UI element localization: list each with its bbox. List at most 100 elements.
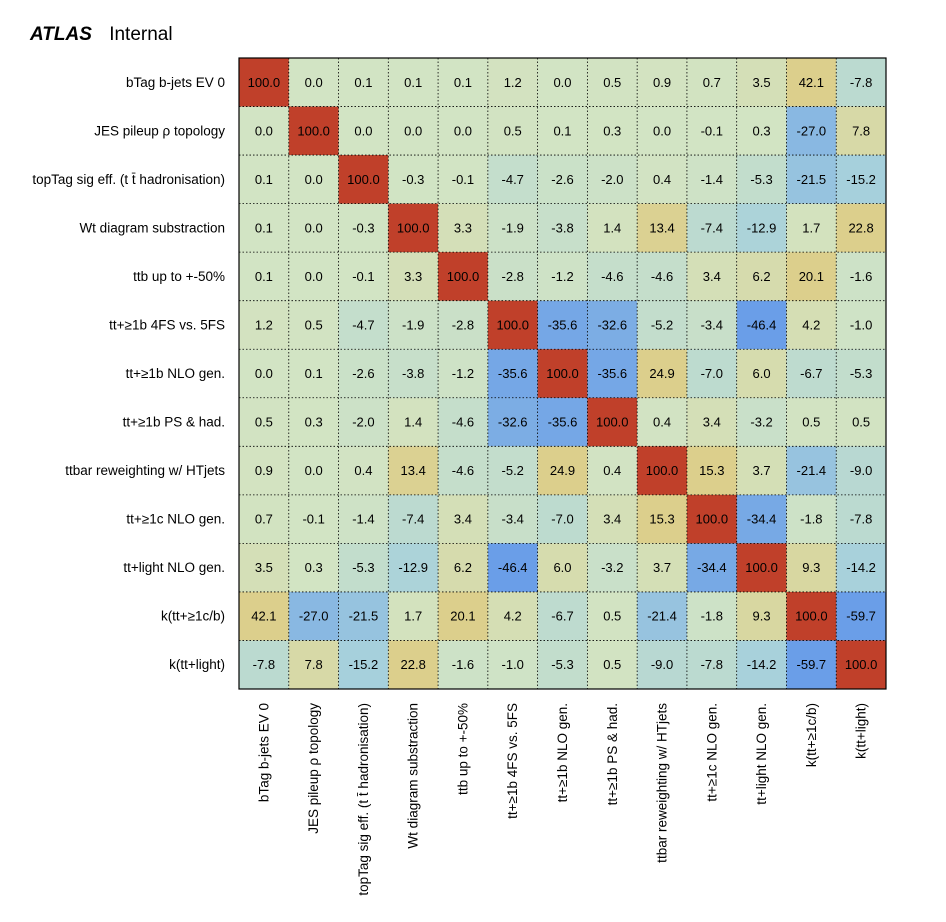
cell-value-label: -15.2 [846,172,876,187]
heatmap-cell [288,58,340,108]
heatmap-cell [338,494,389,544]
heatmap-cell [288,640,340,690]
cell-value-label: 9.3 [802,560,820,575]
cell-value-label: 100.0 [496,317,529,332]
y-tick-label: k(tt+≥1c/b) [161,609,225,624]
cell-value-label: 0.9 [255,463,273,478]
heatmap-cell [686,446,738,496]
cell-value-label: -4.6 [651,269,673,284]
heatmap-cell [786,543,837,593]
cell-value-label: -21.5 [349,609,379,624]
heatmap-cell [438,446,489,496]
heatmap-cell [686,349,738,399]
cell-value-label: 0.5 [305,317,323,332]
heatmap-cell [438,106,489,156]
heatmap-cell [537,397,588,447]
x-tick-label: JES pileup ρ topology [306,703,321,834]
heatmap-cell [836,106,887,156]
heatmap-cell [587,494,638,544]
cell-value-label: 0.0 [354,123,372,138]
heatmap-cell [736,543,787,593]
heatmap-cell [537,252,588,302]
heatmap-cell [736,300,787,350]
cell-value-label: -35.6 [597,366,627,381]
cell-value-label: 1.4 [404,415,422,430]
cell-value-label: -7.8 [850,512,872,527]
cell-value-label: 100.0 [347,172,380,187]
heatmap-cell [537,591,588,641]
cell-value-label: 0.4 [653,172,671,187]
cell-value-label: 24.9 [649,366,674,381]
heatmap-cell [438,494,489,544]
cell-value-label: -1.0 [850,317,872,332]
heatmap-cell [288,446,340,496]
cell-value-label: 4.2 [504,609,522,624]
y-tick-label: tt+≥1c NLO gen. [126,512,225,527]
heatmap-cell [338,591,389,641]
heatmap-cell [487,397,539,447]
cell-value-label: 0.1 [255,220,273,235]
cell-value-label: -5.3 [750,172,772,187]
heatmap-cell [537,58,588,108]
experiment-name: ATLAS [30,24,92,45]
heatmap-cell [836,58,887,108]
y-tick-label: ttbar reweighting w/ HTjets [65,463,225,478]
heatmap-cell [388,155,439,205]
heatmap-cell [438,300,489,350]
heatmap-cell [537,640,588,690]
heatmap-cell [537,494,588,544]
cell-value-label: -1.2 [551,269,573,284]
x-tick-label: k(tt+light) [854,703,869,759]
heatmap-cell [438,640,489,690]
y-tick-label: tt+≥1b 4FS vs. 5FS [109,317,225,332]
heatmap-cell [786,252,837,302]
heatmap-cell [637,300,688,350]
heatmap-cell [836,349,887,399]
cell-value-label: -4.7 [502,172,524,187]
x-tick-label: tt+≥1c NLO gen. [704,703,719,802]
heatmap-cell [438,252,489,302]
heatmap-cell [736,349,787,399]
cell-value-label: 6.2 [454,560,472,575]
heatmap-cell [338,446,389,496]
cell-value-label: 0.1 [553,123,571,138]
heatmap-cell [239,349,290,399]
heatmap-cell [487,203,539,253]
y-tick-label: Wt diagram substraction [79,220,225,235]
heatmap-cell [487,543,539,593]
cell-value-label: -9.0 [850,463,872,478]
heatmap-cell [338,252,389,302]
heatmap-cell [686,58,738,108]
heatmap-cell [637,397,688,447]
heatmap-gridlines [239,58,886,689]
heatmap-cell [239,58,290,108]
status-label: Internal [109,24,173,45]
cell-value-label: 9.3 [753,609,771,624]
heatmap-cell [487,494,539,544]
cell-value-label: -21.5 [797,172,827,187]
heatmap-cell [736,58,787,108]
cell-value-label: -4.6 [601,269,623,284]
heatmap-cell [637,446,688,496]
heatmap-cell [786,300,837,350]
heatmap-cell [736,155,787,205]
cell-value-label: -5.3 [352,560,374,575]
heatmap-cell [686,300,738,350]
y-tick-label: tt+light NLO gen. [123,560,225,575]
cell-value-labels: 100.0 0.0 0.1 0.1 0.1 1.2 0.0 0.5 0.9 0.7 3.5 42.1 -… [248,75,878,672]
cell-value-label: -14.2 [846,560,876,575]
cell-value-label: 0.7 [255,512,273,527]
cell-value-label: 100.0 [546,366,579,381]
cell-value-label: 42.1 [251,609,276,624]
cell-value-label: 1.7 [404,609,422,624]
cell-value-label: 0.0 [255,366,273,381]
cell-value-label: 0.1 [255,172,273,187]
heatmap-cell [338,155,389,205]
cell-value-label: -1.4 [701,172,723,187]
heatmap-cell [736,106,787,156]
heatmap-cell [338,58,389,108]
heatmap-cell [587,155,638,205]
heatmap-cell [338,106,389,156]
x-tick-label: Wt diagram substraction [406,703,421,849]
cell-value-label: 42.1 [799,75,824,90]
